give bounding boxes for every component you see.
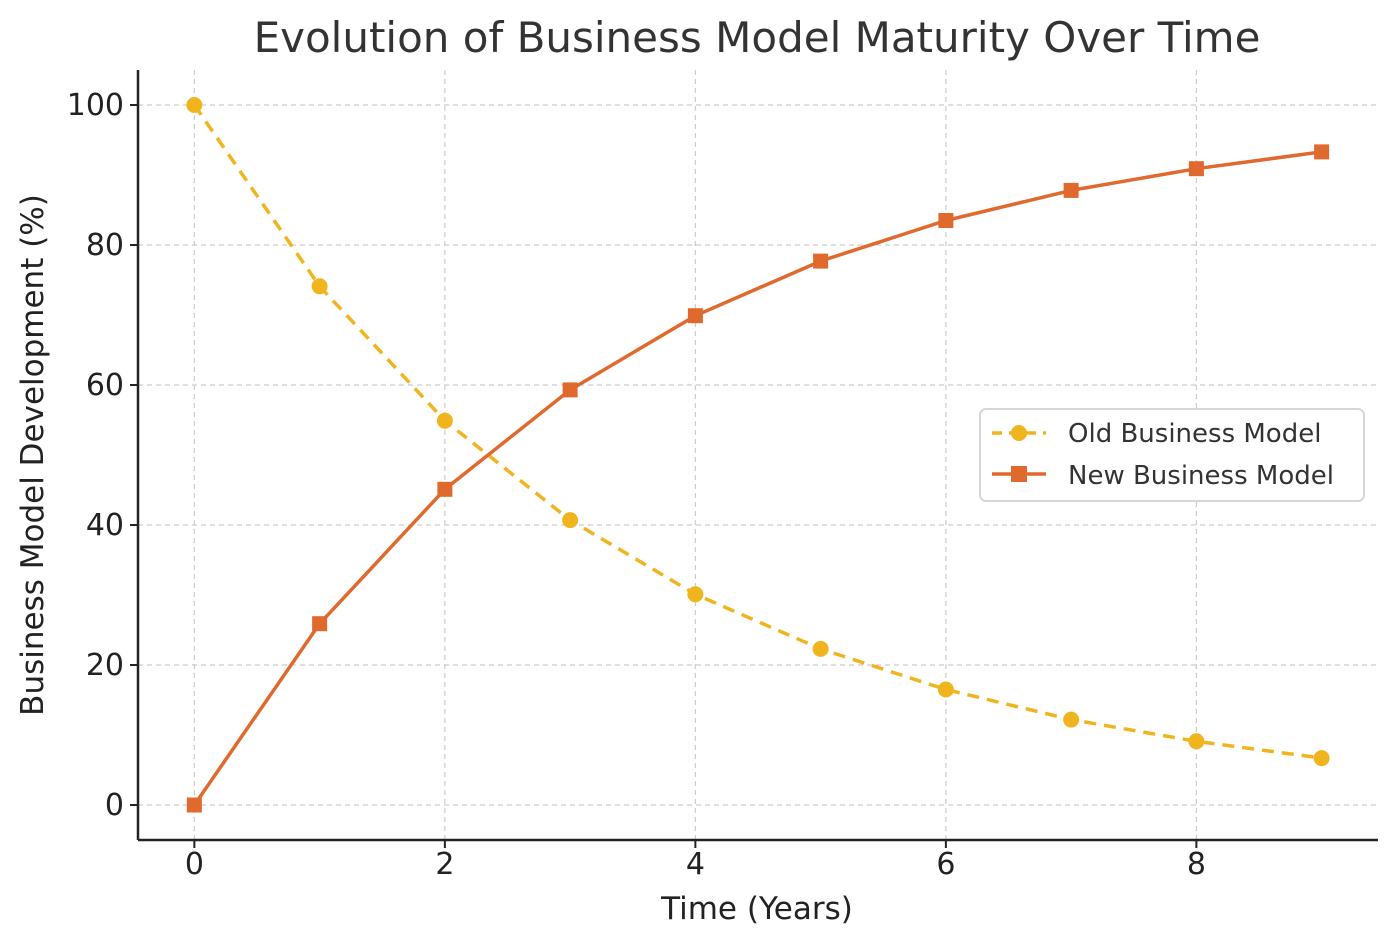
point-new-business-model-4 (687, 308, 703, 324)
point-old-business-model-9 (1313, 750, 1330, 767)
series-line-old-business-model (192, 104, 1322, 760)
point-old-business-model-6 (937, 681, 954, 698)
legend-label-new-business-model: New Business Model (1068, 461, 1334, 491)
y-tick-label-0: 0 (105, 788, 124, 823)
legend: Old Business Model New Business Model (979, 408, 1365, 502)
x-tick-label-3: 6 (936, 847, 955, 882)
point-new-business-model-7 (1063, 182, 1079, 198)
legend-label-old-business-model: Old Business Model (1068, 419, 1321, 449)
y-tick-label-5: 100 (67, 88, 124, 123)
x-tick-label-0: 0 (185, 847, 204, 882)
x-tick-label-2: 4 (686, 847, 705, 882)
x-axis-label: Time (Years) (660, 891, 853, 927)
point-new-business-model-0 (186, 797, 202, 813)
point-new-business-model-5 (813, 253, 829, 269)
point-old-business-model-2 (436, 412, 453, 429)
y-tick-label-3: 60 (86, 368, 124, 403)
axes (130, 70, 1378, 848)
point-old-business-model-8 (1188, 733, 1205, 750)
chart-title: Evolution of Business Model Maturity Ove… (254, 13, 1261, 62)
legend-marker-old-business-model (1011, 425, 1027, 441)
series-line-new-business-model (192, 150, 1322, 806)
point-new-business-model-6 (938, 213, 954, 228)
legend-marker-new-business-model (1011, 466, 1027, 482)
y-axis-label: Business Model Development (%) (15, 194, 51, 716)
point-new-business-model-2 (437, 481, 453, 497)
legend-box (979, 408, 1365, 502)
point-old-business-model-0 (186, 97, 203, 113)
y-tick-label-2: 40 (86, 508, 124, 543)
point-old-business-model-4 (687, 586, 704, 603)
point-new-business-model-1 (312, 616, 328, 632)
y-tick-label-4: 80 (86, 228, 124, 263)
point-old-business-model-1 (311, 278, 328, 295)
point-old-business-model-5 (812, 640, 829, 657)
point-old-business-model-3 (562, 512, 579, 529)
point-new-business-model-3 (562, 382, 578, 398)
point-old-business-model-7 (1063, 711, 1080, 728)
point-new-business-model-9 (1314, 144, 1330, 160)
series-layer (186, 97, 1330, 813)
x-tick-label-1: 2 (435, 847, 454, 882)
grid-lines (138, 70, 1378, 840)
x-tick-label-4: 8 (1187, 847, 1206, 882)
point-new-business-model-8 (1188, 161, 1204, 177)
y-tick-label-1: 20 (86, 648, 124, 683)
